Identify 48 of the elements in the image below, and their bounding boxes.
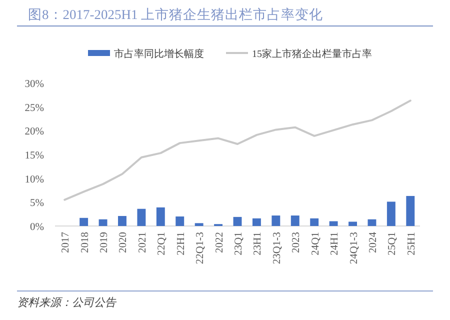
x-tick-label: 2018 bbox=[80, 232, 91, 253]
bar bbox=[194, 223, 204, 226]
x-tick-label: 25Q1 bbox=[387, 232, 398, 256]
x-tick-label: 24Q1-3 bbox=[348, 232, 360, 264]
bar bbox=[98, 219, 108, 226]
text: 资料来源：公司公告 bbox=[17, 296, 117, 309]
y-tick-label: 20% bbox=[24, 126, 44, 138]
x-tick-label: 2019 bbox=[99, 232, 110, 253]
x-tick-label: 2017 bbox=[60, 232, 72, 253]
bar bbox=[386, 202, 396, 226]
x-tick-label: 25H1 bbox=[406, 232, 418, 256]
x-tick-label: 23Q1-3 bbox=[272, 232, 283, 264]
y-tick-label: 0% bbox=[30, 222, 44, 233]
x-tick-label: 22H1 bbox=[176, 232, 187, 256]
x-tick-label: 2021 bbox=[137, 232, 148, 253]
y-tick-label: 10% bbox=[24, 174, 44, 186]
bar bbox=[368, 219, 376, 226]
bar bbox=[118, 216, 126, 226]
x-tick-label: 23Q1 bbox=[234, 232, 244, 256]
chart-title: 图8：2017-2025H1 上市猪企生猪出栏市占率变化 bbox=[28, 7, 324, 22]
y-tick-label: 25% bbox=[24, 102, 44, 114]
bar bbox=[80, 218, 88, 226]
line-series bbox=[64, 100, 412, 201]
x-tick-label: 2024 bbox=[368, 231, 379, 253]
legend-label: 15家上市猪企出栏量市占率 bbox=[252, 48, 372, 60]
x-tick-label: 2023 bbox=[291, 232, 302, 253]
y-tick-label: 5% bbox=[30, 198, 44, 210]
x-tick-label: 23H1 bbox=[252, 232, 264, 256]
x-tick-label: 22Q1 bbox=[156, 232, 168, 256]
x-tick-label: 2022 bbox=[214, 232, 226, 253]
bar bbox=[176, 216, 184, 226]
bar bbox=[329, 221, 338, 226]
x-tick-label: 2020 bbox=[118, 232, 130, 253]
legend-label: 市占率同比增长幅度 bbox=[114, 48, 204, 60]
y-tick-label: 15% bbox=[24, 150, 44, 162]
bar bbox=[290, 216, 300, 226]
bar bbox=[156, 207, 165, 226]
bar bbox=[348, 222, 357, 226]
bar bbox=[272, 216, 280, 226]
bar bbox=[406, 196, 415, 226]
x-tick-label: 24Q1 bbox=[310, 232, 322, 256]
x-tick-label: 24H1 bbox=[330, 232, 341, 256]
x-tick-label: 22Q1-3 bbox=[195, 232, 206, 264]
bar bbox=[137, 208, 146, 226]
bar bbox=[252, 218, 261, 226]
y-tick-label: 30% bbox=[24, 79, 44, 90]
bar bbox=[310, 218, 319, 226]
bar bbox=[233, 216, 242, 226]
